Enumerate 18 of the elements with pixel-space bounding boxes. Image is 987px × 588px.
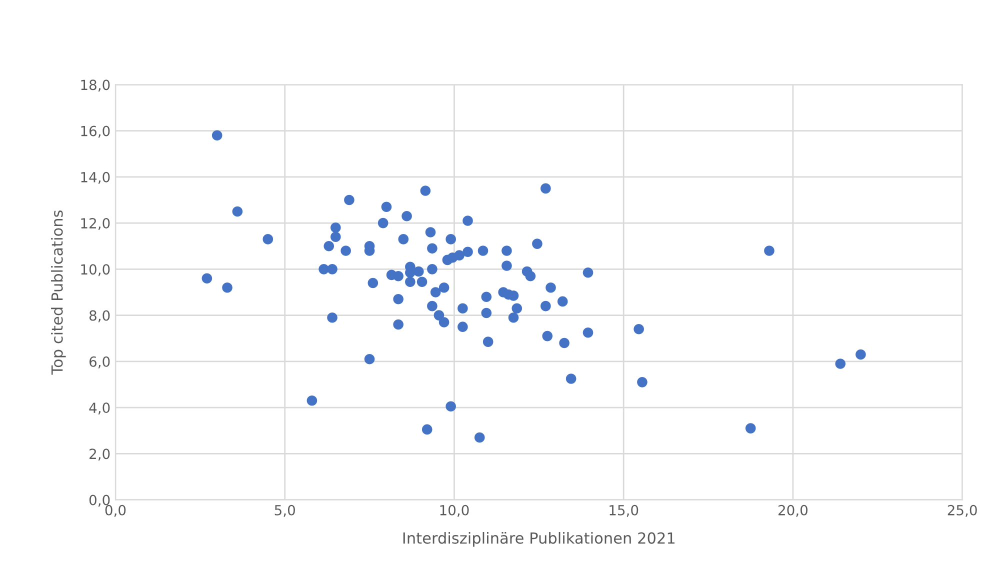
y-axis-title: Top cited Publications: [51, 210, 66, 375]
y-tick-label: 4,0: [89, 402, 110, 414]
y-tick-label: 18,0: [81, 80, 110, 92]
y-tick-label: 12,0: [81, 218, 110, 230]
y-tick-label: 8,0: [89, 310, 110, 322]
x-axis-title: Interdisziplinäre Publikationen 2021: [403, 532, 675, 547]
y-tick-label: 0,0: [89, 494, 110, 507]
y-tick-label: 10,0: [81, 264, 110, 276]
y-tick-label: 16,0: [81, 126, 110, 138]
y-tick-label: 6,0: [90, 356, 110, 368]
x-tick-label: 20,0: [778, 504, 808, 517]
x-tick-label: 5,0: [274, 504, 295, 517]
y-tick-label: 2,0: [90, 448, 110, 461]
x-tick-label: 0,0: [105, 504, 126, 517]
x-tick-label: 10,0: [440, 504, 469, 517]
y-tick-label: 14,0: [81, 172, 110, 184]
x-tick-label: 25,0: [948, 504, 977, 517]
x-tick-label: 15,0: [610, 504, 638, 517]
